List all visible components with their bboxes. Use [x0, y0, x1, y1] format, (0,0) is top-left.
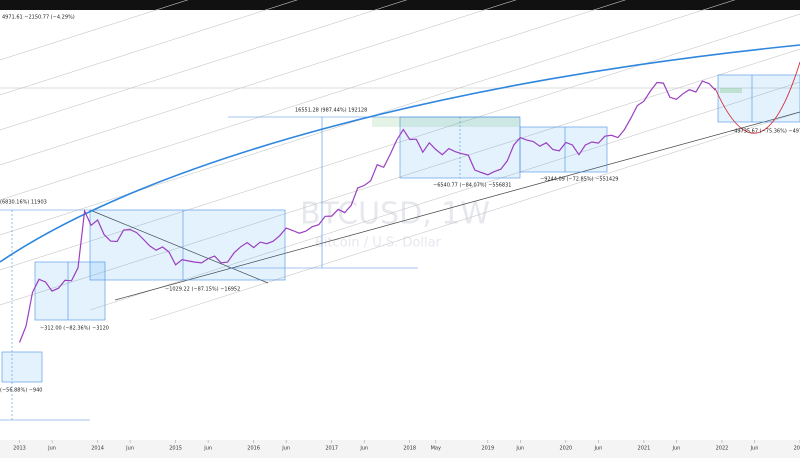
- annotation: −9244.09 (−72.85%) −551429: [540, 177, 618, 183]
- x-tick-label: Jun: [515, 446, 524, 452]
- x-tick-label: 2020: [559, 446, 572, 452]
- x-tick-label: Jun: [203, 446, 212, 452]
- x-tick-label: 2016: [247, 446, 260, 452]
- x-tick-label: 2023: [794, 446, 800, 452]
- x-tick-label: Jun: [672, 446, 681, 452]
- x-tick-label: 2022: [716, 446, 729, 452]
- x-tick-label: Jun: [281, 446, 290, 452]
- x-tick-label: 2014: [91, 446, 104, 452]
- x-tick-label: 2018: [403, 446, 416, 452]
- x-tick-label: Jun: [47, 446, 56, 452]
- x-tick-label: Jun: [593, 446, 602, 452]
- top-bar: [0, 0, 800, 10]
- annotation: −49735.67 (−75.36%) −497267: [730, 129, 800, 135]
- price-layer: [18, 80, 716, 343]
- annotation: −1029.22 (−87.15%) −16952: [165, 287, 240, 293]
- price-line: [18, 80, 716, 343]
- x-tick-label: 2013: [13, 446, 26, 452]
- watermark-title: BTCUSD, 1W: [300, 197, 490, 232]
- x-tick-label: Jun: [750, 446, 759, 452]
- growth-curve: [0, 44, 800, 263]
- projection-arc: [714, 61, 800, 134]
- x-tick-label: 2017: [325, 446, 338, 452]
- x-tick-label: May: [431, 446, 441, 452]
- annotation: (−56.88%) −940: [0, 388, 42, 394]
- annotation: −6540.77 (−84.07%) −556831: [433, 183, 511, 189]
- x-axis-band: [0, 440, 800, 458]
- x-tick-label: 2019: [481, 446, 494, 452]
- x-tick-label: Jun: [125, 446, 134, 452]
- x-tick-label: 2021: [638, 446, 651, 452]
- range-boxes: [0, 74, 800, 421]
- annotation: 16551.28 (987.44%) 192128: [295, 108, 367, 114]
- watermark-subtitle: Bitcoin / U.S. Dollar: [315, 236, 442, 251]
- annotation: (6830.16%) 11903: [0, 200, 47, 206]
- x-axis: 2013 Jun 2014 Jun 2015 Jun 2016 Jun 2017 Jun 2018 M…: [13, 440, 800, 452]
- annotation: 4971.61 −2150.77 (−4.29%): [2, 15, 75, 21]
- annotation: −312.00 (−82.36%) −3120: [40, 326, 109, 332]
- x-tick-label: Jun: [359, 446, 368, 452]
- x-tick-label: 2015: [169, 446, 182, 452]
